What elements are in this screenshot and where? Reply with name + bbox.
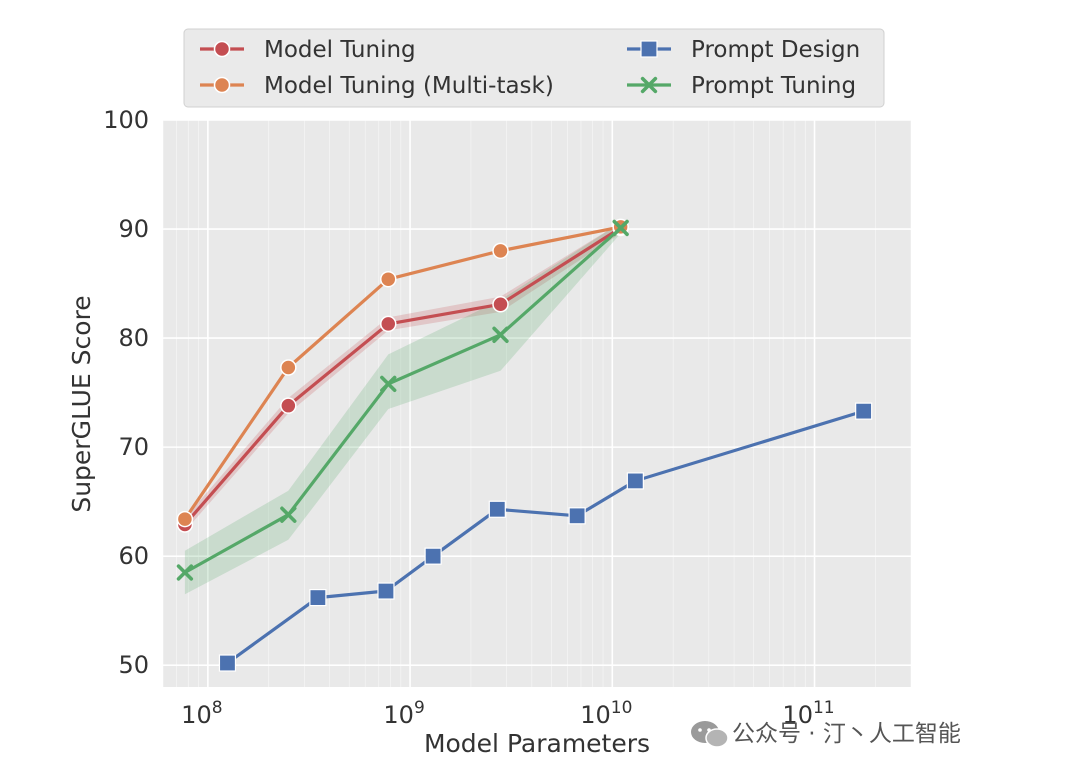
legend-item: Prompt Tuning <box>627 73 856 99</box>
data-point <box>855 402 873 420</box>
legend-label: Model Tuning (Multi-task) <box>264 73 554 99</box>
legend: Model Tuning Model Tuning (Multi-task) Pro… <box>183 28 885 108</box>
legend-marker <box>640 76 658 94</box>
data-point <box>218 654 237 672</box>
legend-box <box>183 28 885 108</box>
data-point <box>377 582 395 600</box>
legend-marker <box>213 40 231 58</box>
x-tick-label: 109 <box>383 698 424 729</box>
data-point <box>176 510 194 528</box>
legend-marker <box>640 40 658 58</box>
legend-label: Model Tuning <box>264 37 416 63</box>
x-tick-labels: 108 109 1010 1011 <box>181 698 834 729</box>
series-line <box>226 409 865 665</box>
data-point <box>626 472 644 490</box>
wechat-icon <box>691 721 729 748</box>
legend-label: Prompt Tuning <box>691 73 856 99</box>
x-tick-label: 1011 <box>782 698 834 729</box>
legend-item: Prompt Design <box>627 37 860 63</box>
gridlines <box>162 119 912 687</box>
y-tick-label: 70 <box>118 433 149 461</box>
x-tick-label: 1010 <box>580 698 632 729</box>
legend-marker <box>213 76 231 94</box>
data-point <box>176 564 194 581</box>
data-point <box>492 296 509 313</box>
x-axis-label: Model Parameters <box>424 729 650 758</box>
y-tick-label: 100 <box>103 106 149 134</box>
data-point <box>488 500 506 518</box>
series-markers <box>176 218 873 672</box>
confidence-band <box>184 222 621 595</box>
y-tick-labels: 50 60 70 80 90 100 <box>103 106 149 679</box>
data-point <box>309 588 327 607</box>
data-point <box>492 242 509 260</box>
legend-label: Prompt Design <box>691 37 860 63</box>
y-tick-label: 90 <box>118 215 149 243</box>
data-point <box>280 359 297 376</box>
confidence-band <box>184 222 621 532</box>
data-point <box>492 326 509 343</box>
confidence-bands <box>184 222 621 595</box>
y-tick-label: 80 <box>118 324 149 352</box>
x-tick-label: 108 <box>181 698 222 729</box>
data-point <box>568 507 586 525</box>
watermark: 公众号 · 汀丶人工智能 <box>691 721 961 748</box>
watermark-text: 公众号 · 汀丶人工智能 <box>732 721 961 747</box>
data-point <box>612 219 629 237</box>
legend-item: Model Tuning <box>200 37 416 63</box>
y-tick-label: 60 <box>118 542 149 570</box>
data-point <box>380 375 397 393</box>
y-axis-label: SuperGLUE Score <box>67 295 96 512</box>
y-tick-label: 50 <box>118 651 149 679</box>
data-point <box>424 547 442 565</box>
legend-item: Model Tuning (Multi-task) <box>200 73 554 99</box>
data-point <box>280 506 297 523</box>
plot-background <box>163 120 911 687</box>
data-point <box>380 270 397 288</box>
data-point <box>380 315 397 333</box>
data-point <box>280 397 297 414</box>
